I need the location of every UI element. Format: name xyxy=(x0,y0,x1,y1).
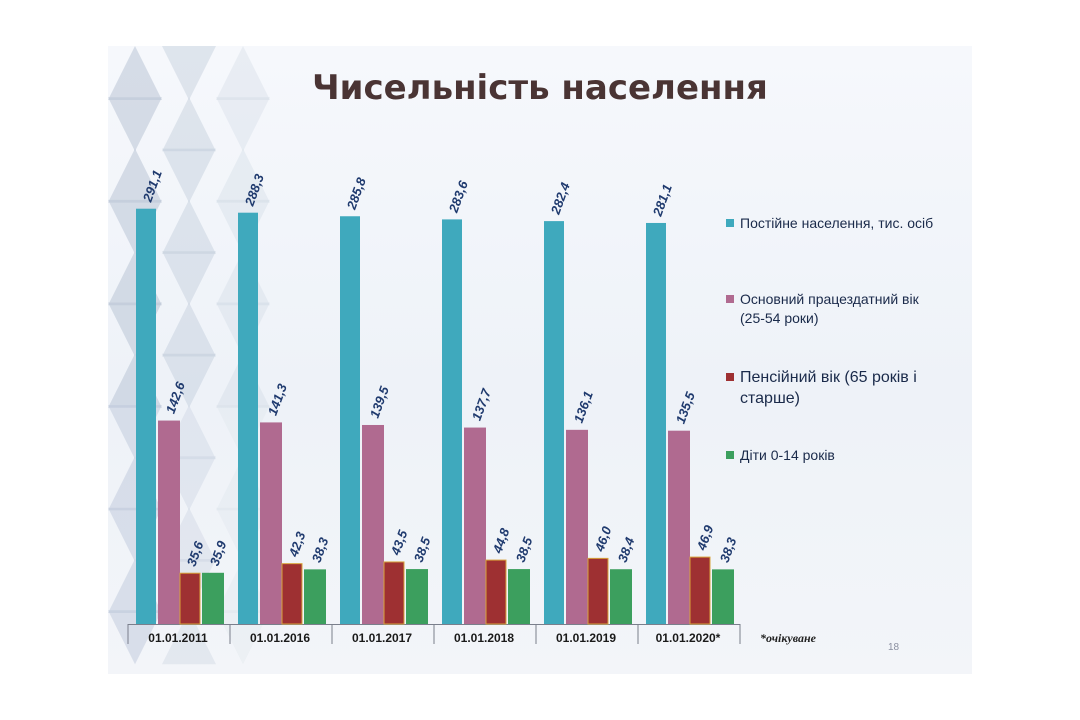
data-label: 139,5 xyxy=(367,384,392,420)
data-label: 285,8 xyxy=(343,175,369,212)
category-label: 01.01.2017 xyxy=(352,631,412,645)
legend-swatch xyxy=(726,451,734,459)
bar xyxy=(179,572,201,625)
bar xyxy=(383,561,405,625)
category-label: 01.01.2019 xyxy=(556,631,616,645)
chart-legend: Постійне населення, тис. осіб Основний пр… xyxy=(726,215,933,463)
legend-swatch xyxy=(726,373,734,381)
data-label: 283,6 xyxy=(445,178,471,215)
data-label: 38,5 xyxy=(513,534,536,564)
triangle-shape xyxy=(162,199,216,254)
bar xyxy=(587,557,609,625)
triangle-shape xyxy=(108,46,162,100)
legend-label: Діти 0-14 років xyxy=(740,447,835,463)
legend-swatch xyxy=(726,295,734,303)
category-label: 01.01.2018 xyxy=(454,631,514,645)
data-label: 42,3 xyxy=(285,529,308,560)
data-label: 141,3 xyxy=(265,381,290,417)
slide: Чисельність населення 291,1 142,6 35,6 35,9… xyxy=(108,46,972,674)
slide-title: Чисельність населення xyxy=(312,68,768,108)
data-label: 136,1 xyxy=(571,389,596,425)
bar xyxy=(485,559,507,625)
legend-swatch xyxy=(726,219,734,227)
triangle-shape xyxy=(162,251,216,306)
data-label: 44,8 xyxy=(489,525,512,556)
legend-label: Постійне населення, тис. осіб xyxy=(740,215,933,231)
bar xyxy=(712,569,734,624)
triangle-shape xyxy=(108,97,162,152)
legend-label: Основний працездатний вік xyxy=(740,291,920,307)
bar xyxy=(260,422,282,624)
data-label: 38,3 xyxy=(717,535,740,565)
category-label: 01.01.2020* xyxy=(656,631,721,645)
triangle-shape xyxy=(162,610,216,665)
category-label: 01.01.2016 xyxy=(250,631,310,645)
triangle-shape xyxy=(216,46,270,100)
triangle-shape xyxy=(162,148,216,203)
bar xyxy=(304,569,326,624)
bar xyxy=(340,216,360,624)
bar xyxy=(464,427,486,624)
bar xyxy=(668,430,690,624)
data-label: 38,3 xyxy=(309,535,332,565)
triangle-shape xyxy=(162,302,216,357)
legend-label: Пенсійний вік (65 років і xyxy=(740,369,917,386)
legend-label: (25-54 роки) xyxy=(740,310,819,326)
bar xyxy=(362,424,384,624)
data-label: 135,5 xyxy=(673,389,698,425)
data-label: 38,5 xyxy=(411,534,434,564)
bar xyxy=(442,219,462,624)
data-label: 38,4 xyxy=(615,535,638,565)
triangle-shape xyxy=(162,97,216,152)
footnote: *очікуване xyxy=(760,631,817,645)
triangle-shape xyxy=(216,148,270,203)
bar xyxy=(544,221,564,625)
bar xyxy=(566,429,588,624)
bar xyxy=(646,222,666,625)
bar xyxy=(689,556,711,625)
data-label: 35,9 xyxy=(207,538,230,568)
data-label: 46,0 xyxy=(591,524,614,555)
bar xyxy=(238,212,258,624)
triangle-shape xyxy=(108,148,162,203)
legend-label: старше) xyxy=(740,390,800,407)
category-label: 01.01.2011 xyxy=(148,631,208,645)
data-label: 282,4 xyxy=(547,180,573,217)
bar xyxy=(202,572,224,624)
data-label: 43,5 xyxy=(387,527,410,558)
bar xyxy=(610,569,632,624)
triangle-shape xyxy=(162,353,216,408)
data-label: 137,7 xyxy=(469,386,494,422)
bar xyxy=(281,563,303,625)
slide-number: 18 xyxy=(888,642,900,653)
data-label: 46,9 xyxy=(693,522,716,553)
triangle-shape xyxy=(216,97,270,152)
triangle-shape xyxy=(162,46,216,100)
bar xyxy=(406,569,428,624)
data-label: 281,1 xyxy=(649,182,675,219)
bar xyxy=(508,569,530,624)
bar xyxy=(158,420,180,624)
bar xyxy=(136,208,156,624)
